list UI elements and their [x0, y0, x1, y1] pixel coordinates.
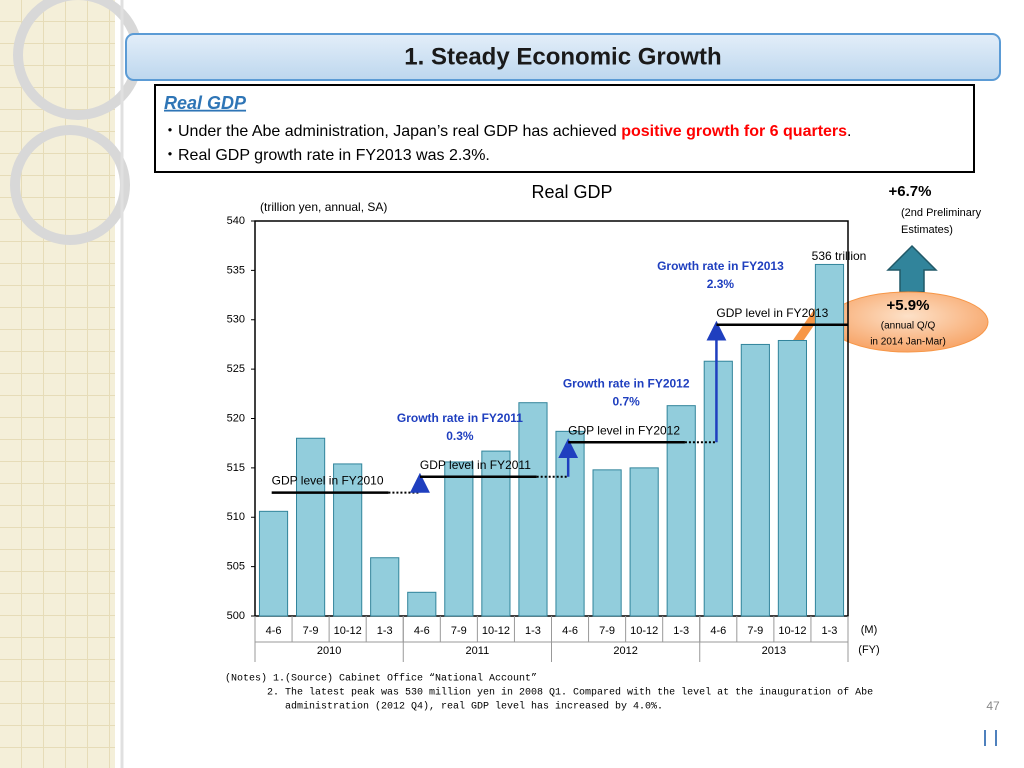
note: administration (2012 Q4), real GDP level… — [285, 701, 663, 713]
bar — [258, 510, 289, 617]
y-tick-label: 520 — [227, 412, 245, 424]
group-label: 2011 — [466, 645, 490, 657]
x-unit: (M) — [861, 624, 878, 636]
bar — [666, 405, 696, 617]
y-tick-label: 540 — [227, 215, 245, 227]
callout-note: (2nd Preliminary — [901, 207, 982, 219]
x-tick-label: 4-6 — [710, 625, 726, 637]
y-tick-label: 505 — [227, 561, 245, 573]
page-number: 47 — [986, 699, 1000, 713]
x-tick-label: 10-12 — [334, 625, 362, 637]
bullet: ・Real GDP growth rate in FY2013 was 2.3%… — [162, 147, 490, 164]
peak-label: 536 trillion — [812, 249, 867, 263]
bar — [333, 463, 363, 617]
bullet-text: . — [847, 123, 851, 140]
x-tick-label: 4-6 — [266, 625, 282, 637]
growth-label: Growth rate in FY2011 — [397, 411, 523, 425]
x-tick-label: 10-12 — [630, 625, 658, 637]
group-label: 2010 — [317, 645, 341, 657]
title-bar — [125, 33, 1001, 81]
x-tick-label: 1-3 — [673, 625, 689, 637]
bullet-text: ・Under the Abe administration, Japan’s r… — [162, 123, 621, 140]
growth-rate: 0.3% — [446, 429, 474, 443]
bar — [296, 437, 326, 617]
summary-box — [154, 84, 975, 173]
chart-title: Real GDP — [531, 182, 612, 202]
level-label: GDP level in FY2010 — [272, 474, 384, 488]
bar — [629, 467, 659, 617]
bar — [703, 360, 733, 617]
bar — [370, 557, 400, 617]
callout-value: +6.7% — [889, 183, 932, 200]
x-tick-label: 1-3 — [525, 625, 541, 637]
level-label: GDP level in FY2011 — [420, 458, 531, 472]
x-tick-label: 10-12 — [778, 625, 806, 637]
bar — [444, 461, 474, 617]
bullet-highlight: positive growth for 6 quarters — [621, 123, 847, 140]
level-label: GDP level in FY2013 — [716, 306, 828, 320]
y-tick-label: 530 — [227, 314, 245, 326]
bar — [592, 469, 622, 617]
x-tick-label: 4-6 — [414, 625, 430, 637]
bar — [777, 339, 807, 617]
x-tick-label: 7-9 — [747, 625, 763, 637]
x-tick-label: 7-9 — [451, 625, 467, 637]
callout-note: in 2014 Jan-Mar) — [870, 337, 946, 348]
x-tick-label: 1-3 — [377, 625, 393, 637]
x-tick-label: 7-9 — [599, 625, 615, 637]
x-tick-label: 7-9 — [303, 625, 319, 637]
growth-rate: 0.7% — [612, 394, 640, 408]
y-tick-label: 525 — [227, 363, 245, 375]
callout-note: Estimates) — [901, 224, 953, 236]
y-tick-label: 500 — [227, 610, 245, 622]
callout-note: (annual Q/Q — [881, 321, 936, 332]
x-tick-label: 1-3 — [822, 625, 838, 637]
group-unit: (FY) — [858, 644, 879, 656]
y-tick-label: 515 — [227, 462, 245, 474]
bar — [555, 430, 585, 617]
y-tick-label: 510 — [227, 511, 245, 523]
up-arrow — [886, 244, 938, 293]
callout-value: +5.9% — [887, 297, 930, 314]
group-label: 2013 — [762, 645, 786, 657]
note: (Notes) 1.(Source) Cabinet Office “Natio… — [225, 673, 537, 685]
growth-label: Growth rate in FY2012 — [563, 376, 690, 390]
bar — [481, 450, 511, 617]
note: 2. The latest peak was 530 million yen i… — [267, 687, 873, 699]
bullet: ・Under the Abe administration, Japan’s r… — [162, 123, 852, 140]
bar — [814, 263, 845, 617]
bar — [740, 343, 770, 617]
growth-label: Growth rate in FY2013 — [657, 259, 784, 273]
y-tick-label: 535 — [227, 264, 245, 276]
growth-rate: 2.3% — [707, 277, 735, 291]
bar — [518, 402, 548, 617]
bar — [407, 591, 437, 617]
level-label: GDP level in FY2012 — [568, 423, 680, 437]
y-axis-label: (trillion yen, annual, SA) — [260, 200, 387, 214]
summary-heading: Real GDP — [164, 93, 247, 113]
group-label: 2012 — [613, 645, 637, 657]
slide-title: 1. Steady Economic Growth — [404, 43, 721, 70]
decor-circle — [10, 125, 130, 245]
x-tick-label: 10-12 — [482, 625, 510, 637]
x-tick-label: 4-6 — [562, 625, 578, 637]
